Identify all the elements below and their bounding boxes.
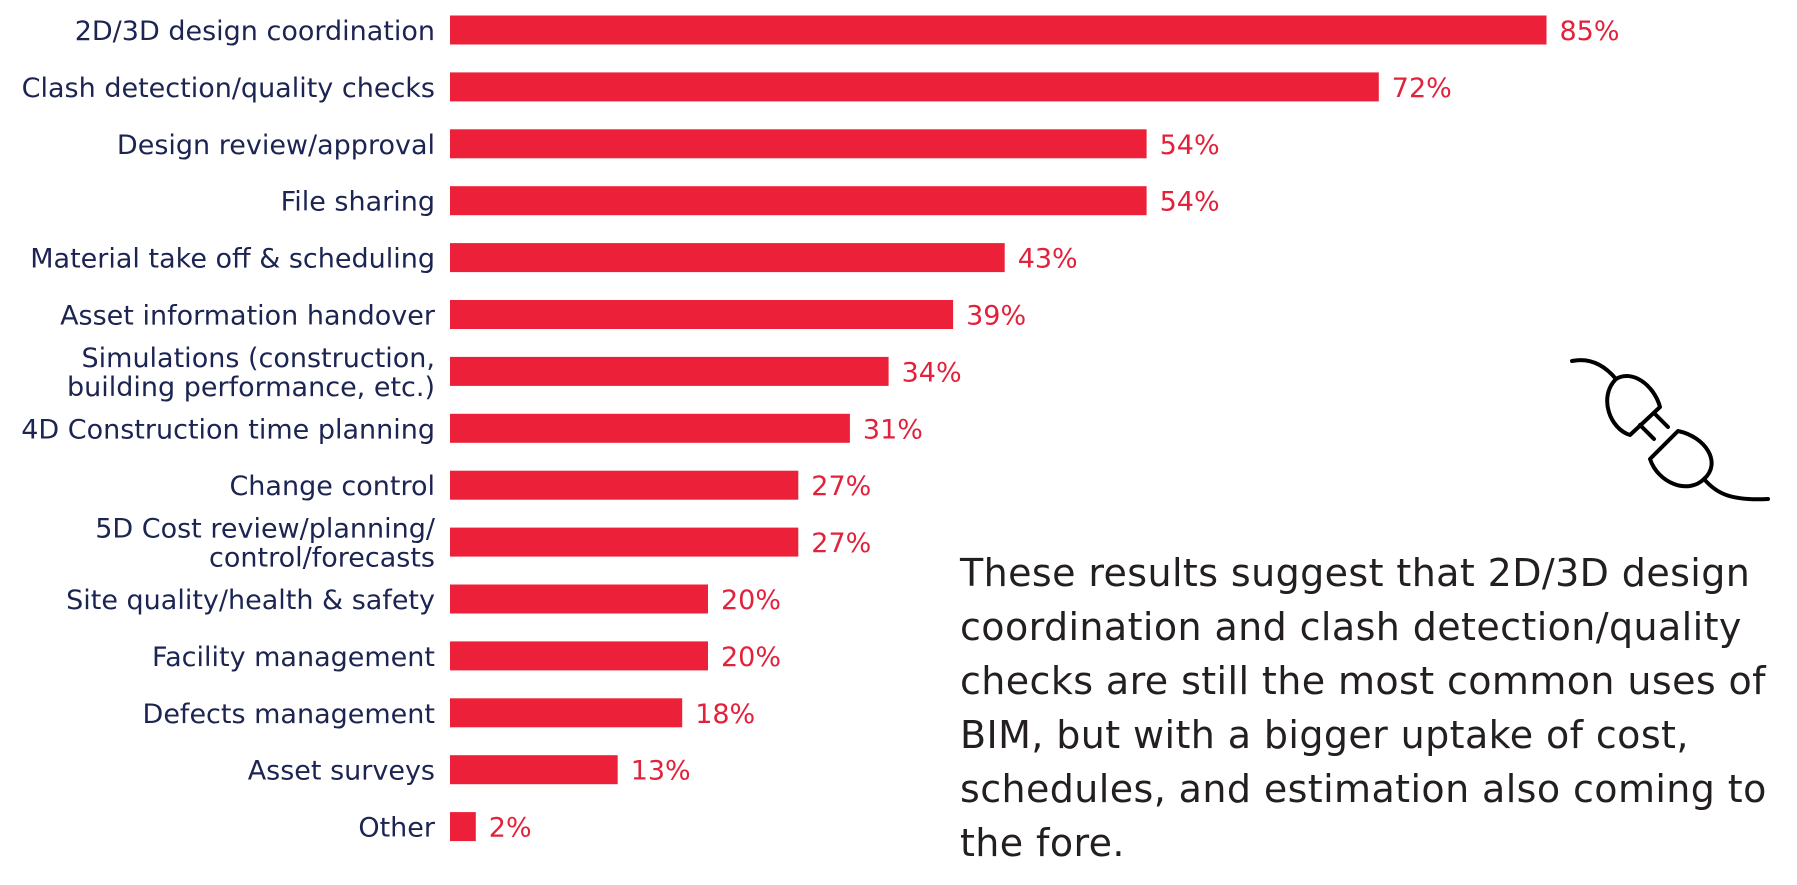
category-label: control/forecasts [209,543,435,574]
category-label: 2D/3D design coordination [75,16,435,47]
bar [450,243,1005,273]
category-label: Asset information handover [60,301,436,332]
bar [450,470,799,500]
data-label: 18% [695,699,755,730]
category-label: Design review/approval [117,130,435,161]
data-label: 20% [721,642,781,673]
data-label: 13% [631,756,691,787]
data-label: 39% [966,301,1026,332]
category-label: Material take off & scheduling [30,244,435,275]
unplugged-connector-icon [1570,358,1770,502]
bar [450,527,799,557]
data-label: 27% [811,528,871,559]
summary-paragraph: These results suggest that 2D/3D design … [960,551,1767,865]
bar [450,584,708,614]
bar [450,812,476,842]
data-label: 20% [721,585,781,616]
bar [450,413,850,443]
category-label: Change control [229,471,435,502]
data-label: 34% [902,357,962,388]
bar [450,698,683,728]
bar [450,15,1547,45]
category-label: Facility management [152,642,435,673]
data-label: 2% [489,813,532,844]
data-label: 72% [1392,73,1452,104]
data-label: 85% [1560,16,1620,47]
bar [450,755,618,785]
category-label: 4D Construction time planning [21,414,435,445]
bar [450,641,708,671]
category-label: Asset surveys [248,756,435,787]
data-label: 27% [811,471,871,502]
data-label: 54% [1160,187,1220,218]
bar [450,300,954,329]
category-label: Clash detection/quality checks [22,73,435,104]
bar [450,186,1147,216]
category-label: Site quality/health & safety [66,585,435,616]
bar [450,356,889,386]
category-label: Defects management [143,699,435,730]
bar [450,72,1379,102]
category-label: File sharing [281,187,435,218]
bar [450,129,1147,159]
data-label: 54% [1160,130,1220,161]
category-label: Simulations (construction, [82,343,436,374]
category-label: building performance, etc.) [67,372,435,403]
category-label: 5D Cost review/planning/ [95,514,436,545]
data-label: 43% [1018,244,1078,275]
data-label: 31% [863,414,923,445]
category-label: Other [358,813,436,844]
